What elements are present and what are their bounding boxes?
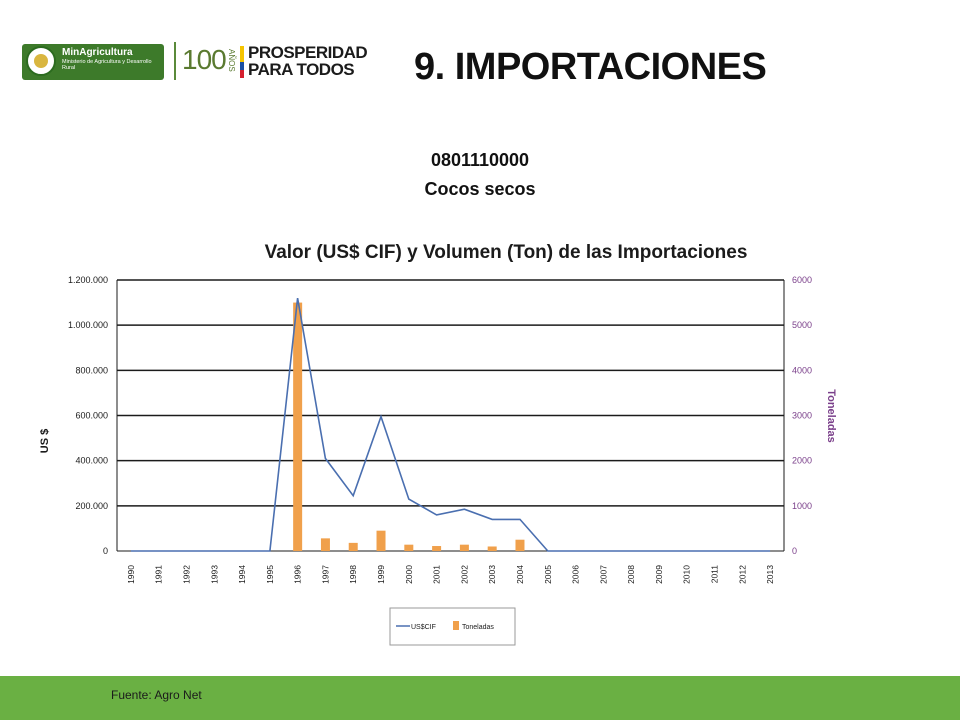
ministry-subtitle: Ministerio de Agricultura y Desarrollo R… xyxy=(62,59,152,71)
y2-tick-label: 0 xyxy=(792,546,797,556)
x-tick-label: 2009 xyxy=(654,565,664,584)
x-tick-label: 2001 xyxy=(432,565,442,584)
chart-legend: US$CIF Toneladas xyxy=(389,607,516,646)
x-tick-label: 2004 xyxy=(515,565,525,584)
legend-box xyxy=(389,607,516,646)
x-tick-label: 2011 xyxy=(710,565,720,584)
chart-y-axis: 0 200.000 400.000 600.000 800.000 1.000.000 1.… xyxy=(68,275,108,556)
chart-bars xyxy=(293,302,525,551)
minagricultura-logo: MinAgricultura Ministerio de Agricultura… xyxy=(22,44,164,80)
ministry-name: MinAgricultura xyxy=(62,47,133,58)
x-tick-label: 2010 xyxy=(682,565,692,584)
y-tick-label: 1.000.000 xyxy=(68,320,108,330)
page-title: 9. IMPORTACIONES xyxy=(414,46,767,88)
bar-toneladas xyxy=(404,544,414,551)
source-note: Fuente: Agro Net xyxy=(111,688,202,702)
product-code: 0801110000 xyxy=(430,150,530,170)
x-tick-label: 2008 xyxy=(626,565,636,584)
x-tick-label: 1995 xyxy=(265,565,275,584)
bar-toneladas xyxy=(515,539,525,551)
y-tick-label: 600.000 xyxy=(75,411,108,421)
y-tick-label: 0 xyxy=(103,546,108,556)
prosperidad-line2: PARA TODOS xyxy=(248,60,355,79)
x-tick-label: 1996 xyxy=(293,565,303,584)
x-tick-label: 2006 xyxy=(571,565,581,584)
line-usd-cif xyxy=(130,297,771,552)
x-tick-label: 1994 xyxy=(237,565,247,584)
y2-tick-label: 4000 xyxy=(792,365,812,375)
x-tick-label: 1997 xyxy=(320,565,330,584)
y-axis-label: US $ xyxy=(39,429,51,453)
chart-y2-axis: 0 1000 2000 3000 4000 5000 6000 xyxy=(792,275,812,556)
x-tick-label: 1990 xyxy=(126,565,136,584)
hundred-years-logo: 100 xyxy=(182,44,227,75)
x-tick-label: 2012 xyxy=(737,565,747,584)
chart-grid xyxy=(116,279,785,552)
flag-stripe-icon xyxy=(240,46,244,78)
x-tick-label: 1999 xyxy=(376,565,386,584)
imports-chart: Valor (US$ CIF) y Volumen (Ton) de las I… xyxy=(39,242,837,646)
legend-label-toneladas: Toneladas xyxy=(462,624,494,631)
x-tick-label: 1998 xyxy=(348,565,358,584)
anos-label: AÑOS xyxy=(227,49,236,72)
bar-toneladas xyxy=(348,542,358,551)
y2-axis-label: Toneladas xyxy=(825,389,837,443)
header-logos: MinAgricultura Ministerio de Agricultura… xyxy=(22,40,382,84)
y2-tick-label: 2000 xyxy=(792,456,812,466)
chart-line-series xyxy=(130,297,771,552)
prosperidad-line1: PROSPERIDAD xyxy=(248,43,368,62)
prosperidad-logo: PROSPERIDAD PARA TODOS xyxy=(248,43,368,79)
y2-tick-label: 1000 xyxy=(792,501,812,511)
y-tick-label: 800.000 xyxy=(75,365,108,375)
bar-toneladas xyxy=(376,530,386,551)
x-tick-label: 1993 xyxy=(209,565,219,584)
chart-x-axis: 1990 1991 1992 1993 1994 1995 1996 1997 1998 1999… xyxy=(126,565,775,584)
logo-divider xyxy=(174,42,176,80)
x-tick-label: 1991 xyxy=(154,565,164,584)
legend-bar-swatch xyxy=(453,621,459,630)
bar-toneladas xyxy=(320,538,330,551)
x-tick-label: 2003 xyxy=(487,565,497,584)
bar-toneladas xyxy=(293,302,303,551)
y-tick-label: 200.000 xyxy=(75,501,108,511)
footer-bar: Fuente: Agro Net xyxy=(0,676,960,720)
x-tick-label: 2013 xyxy=(765,565,775,584)
bar-toneladas xyxy=(432,546,442,551)
chart-title: Valor (US$ CIF) y Volumen (Ton) de las I… xyxy=(265,242,748,263)
colombia-seal-icon xyxy=(26,46,56,76)
product-name: Cocos secos xyxy=(424,179,536,199)
legend-label-usd: US$CIF xyxy=(411,624,436,631)
x-tick-label: 2007 xyxy=(598,565,608,584)
x-tick-label: 2005 xyxy=(543,565,553,584)
y2-tick-label: 6000 xyxy=(792,275,812,285)
bar-toneladas xyxy=(459,544,469,551)
y2-tick-label: 5000 xyxy=(792,320,812,330)
x-tick-label: 2000 xyxy=(404,565,414,584)
y-tick-label: 400.000 xyxy=(75,456,108,466)
y-tick-label: 1.200.000 xyxy=(68,275,108,285)
bar-toneladas xyxy=(487,546,497,551)
x-tick-label: 1992 xyxy=(181,565,191,584)
y2-tick-label: 3000 xyxy=(792,411,812,421)
x-tick-label: 2002 xyxy=(459,565,469,584)
